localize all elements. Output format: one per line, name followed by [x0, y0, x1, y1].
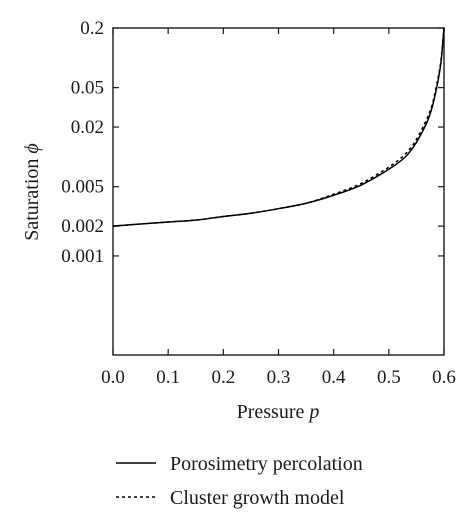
x-tick-label: 0.1 — [156, 367, 180, 388]
x-axis-title: Pressure p — [237, 401, 320, 423]
y-tick-label: 0.005 — [61, 177, 104, 198]
x-axis-ticks: 0.0 0.1 0.2 0.3 0.4 0.5 0.6 — [101, 28, 456, 388]
x-tick-label: 0.4 — [322, 367, 346, 388]
y-axis-title-text: Saturation — [21, 159, 43, 241]
legend-label-cluster-growth: Cluster growth model — [170, 487, 345, 509]
x-tick-label: 0.6 — [432, 367, 456, 388]
legend: Porosimetry percolation Cluster growth m… — [116, 453, 363, 509]
y-axis-ticks: 0.2 0.05 0.02 0.005 0.002 0.001 — [61, 18, 444, 267]
x-tick-label: 0.0 — [101, 367, 125, 388]
y-tick-label: 0.02 — [71, 117, 104, 138]
y-tick-label: 0.001 — [61, 246, 104, 267]
y-axis-variable: ϕ — [21, 143, 43, 153]
series-layer — [112, 27, 445, 227]
x-axis-variable: p — [307, 401, 319, 423]
series-line-cluster-growth — [112, 27, 445, 227]
y-tick-label: 0.2 — [80, 18, 104, 39]
plot-frame — [112, 27, 445, 356]
series-line-porosimetry — [112, 27, 445, 227]
y-axis-title: Saturation ϕ — [21, 143, 43, 241]
x-tick-label: 0.3 — [267, 367, 291, 388]
x-tick-label: 0.5 — [377, 367, 401, 388]
x-axis-title-text: Pressure — [237, 401, 305, 423]
x-tick-label: 0.2 — [211, 367, 235, 388]
y-tick-label: 0.002 — [61, 216, 104, 237]
y-tick-label: 0.05 — [71, 78, 104, 99]
legend-label-porosimetry: Porosimetry percolation — [170, 453, 363, 475]
